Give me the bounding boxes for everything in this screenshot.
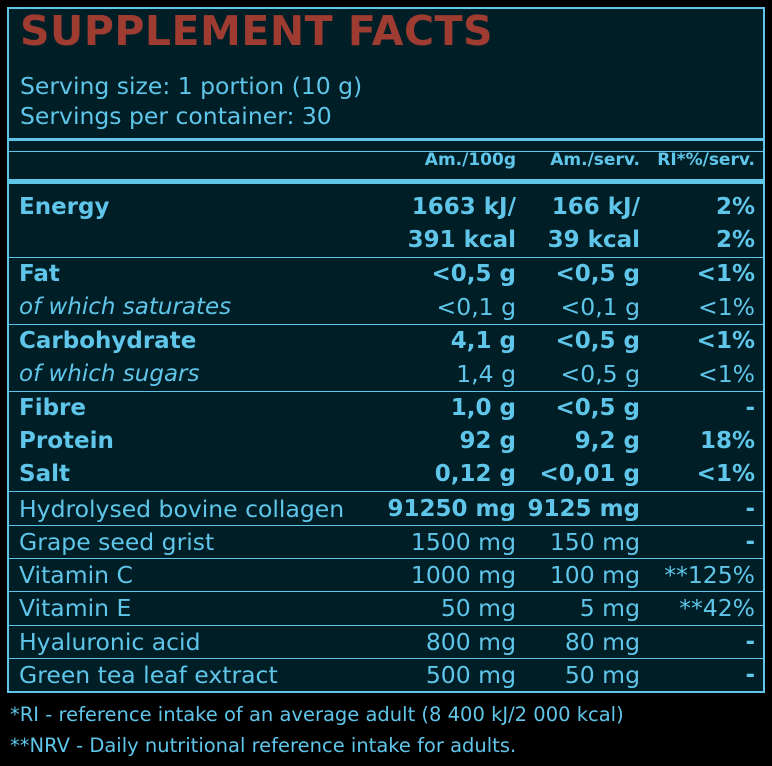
table-row: Carbohydrate 4,1 g <0,5 g <1% <box>9 324 763 357</box>
row-value-ri: <1% <box>696 260 755 287</box>
row-value-100g: 500 mg <box>425 660 516 689</box>
row-label: Hyaluronic acid <box>19 627 201 656</box>
row-value-100g: <0,1 g <box>436 292 516 321</box>
row-value-100g: <0,5 g <box>431 260 517 287</box>
row-value-serving: 9125 mg <box>527 495 640 522</box>
energy-kj-serving: 166 kJ/ <box>551 193 640 220</box>
row-value-serving: 50 mg <box>564 660 640 689</box>
row-value-serving: 150 mg <box>549 527 640 556</box>
row-value-serving: <0,5 g <box>555 394 641 421</box>
column-header-per-serving: Am./serv. <box>550 149 640 170</box>
row-value-100g: 50 mg <box>440 593 516 622</box>
row-divider <box>9 591 763 592</box>
row-value-serving: <0,5 g <box>555 260 641 287</box>
row-value-100g: 1500 mg <box>410 527 516 556</box>
row-value-ri: - <box>745 394 755 421</box>
row-value-ri: **42% <box>679 593 755 622</box>
row-value-ri: - <box>745 661 755 688</box>
row-value-ri: <1% <box>696 327 755 354</box>
row-value-ri: <1% <box>696 460 755 487</box>
row-label: Vitamin C <box>19 560 133 589</box>
energy-kcal-100g: 391 kcal <box>407 226 516 253</box>
divider-header <box>9 179 763 184</box>
row-value-ri: <1% <box>698 292 755 321</box>
row-divider <box>9 658 763 659</box>
table-row: Hydrolysed bovine collagen 91250 mg 9125… <box>9 492 763 525</box>
page-title: SUPPLEMENT FACTS <box>20 7 494 55</box>
row-value-ri: - <box>745 628 755 655</box>
table-row: Hyaluronic acid 800 mg 80 mg - <box>9 625 763 658</box>
table-row-energy-kcal: 391 kcal 39 kcal 2% <box>9 223 763 256</box>
divider-top <box>9 138 763 141</box>
row-divider <box>9 391 763 392</box>
table-row: of which sugars 1,4 g <0,5 g <1% <box>9 357 763 390</box>
row-value-serving: 5 mg <box>579 593 640 622</box>
column-header-ri: RI*%/serv. <box>657 149 755 170</box>
energy-kcal-ri: 2% <box>715 226 755 253</box>
row-divider <box>9 625 763 626</box>
row-value-100g: 1,0 g <box>450 394 516 421</box>
row-value-100g: 1000 mg <box>410 560 516 589</box>
row-value-serving: <0,01 g <box>539 460 641 487</box>
table-row: Vitamin C 1000 mg 100 mg **125% <box>9 558 763 591</box>
table-row: Fat <0,5 g <0,5 g <1% <box>9 257 763 290</box>
row-value-100g: 800 mg <box>425 627 516 656</box>
row-label: Green tea leaf extract <box>19 660 278 689</box>
row-value-100g: 1,4 g <box>456 359 516 388</box>
row-label: Energy <box>19 193 110 220</box>
row-label: Hydrolysed bovine collagen <box>19 494 345 523</box>
table-row: Vitamin E 50 mg 5 mg **42% <box>9 591 763 624</box>
supplement-facts-panel: SUPPLEMENT FACTS Serving size: 1 portion… <box>7 7 765 693</box>
row-label: of which sugars <box>19 360 200 387</box>
footnote-ri: *RI - reference intake of an average adu… <box>10 703 624 726</box>
row-divider <box>9 491 763 492</box>
row-label: of which saturates <box>19 293 232 320</box>
row-value-serving: 80 mg <box>564 627 640 656</box>
row-label: Fat <box>19 260 60 287</box>
energy-kcal-serving: 39 kcal <box>547 226 640 253</box>
row-value-serving: <0,1 g <box>560 292 640 321</box>
footnote-nrv: **NRV - Daily nutritional reference inta… <box>10 734 517 757</box>
row-divider <box>9 324 763 325</box>
serving-size: Serving size: 1 portion (10 g) <box>20 72 363 100</box>
row-divider <box>9 558 763 559</box>
row-label: Fibre <box>19 394 87 421</box>
row-label: Protein <box>19 427 114 454</box>
table-row: Fibre 1,0 g <0,5 g - <box>9 391 763 424</box>
table-row: Salt 0,12 g <0,01 g <1% <box>9 457 763 490</box>
table-row: of which saturates <0,1 g <0,1 g <1% <box>9 290 763 323</box>
table-row: Protein 92 g 9,2 g 18% <box>9 424 763 457</box>
table-row: Grape seed grist 1500 mg 150 mg - <box>9 525 763 558</box>
row-value-serving: 9,2 g <box>574 427 640 454</box>
divider-thin <box>9 151 763 152</box>
row-value-ri: - <box>745 528 755 555</box>
row-label: Grape seed grist <box>19 527 215 556</box>
row-label: Vitamin E <box>19 593 132 622</box>
table-row: Green tea leaf extract 500 mg 50 mg - <box>9 658 763 691</box>
row-value-100g: 0,12 g <box>434 460 516 487</box>
column-header-row: Am./100g Am./serv. RI*%/serv. <box>9 143 763 176</box>
table-row-energy-kj: Energy 1663 kJ/ 166 kJ/ 2% <box>9 190 763 223</box>
row-value-100g: 92 g <box>459 427 516 454</box>
row-divider <box>9 257 763 258</box>
row-value-serving: <0,5 g <box>555 327 641 354</box>
energy-kj-100g: 1663 kJ/ <box>411 193 516 220</box>
row-value-ri: **125% <box>664 560 755 589</box>
row-value-ri: <1% <box>698 359 755 388</box>
row-label: Salt <box>19 460 70 487</box>
energy-kj-ri: 2% <box>715 193 755 220</box>
servings-per-container: Servings per container: 30 <box>20 102 332 130</box>
row-value-ri: 18% <box>699 427 755 454</box>
row-value-100g: 91250 mg <box>387 495 516 522</box>
row-label: Carbohydrate <box>19 327 197 354</box>
column-header-per-100g: Am./100g <box>424 149 516 170</box>
row-value-serving: 100 mg <box>549 560 640 589</box>
row-divider <box>9 525 763 526</box>
row-value-serving: <0,5 g <box>560 359 640 388</box>
row-value-ri: - <box>745 495 755 522</box>
row-value-100g: 4,1 g <box>450 327 516 354</box>
